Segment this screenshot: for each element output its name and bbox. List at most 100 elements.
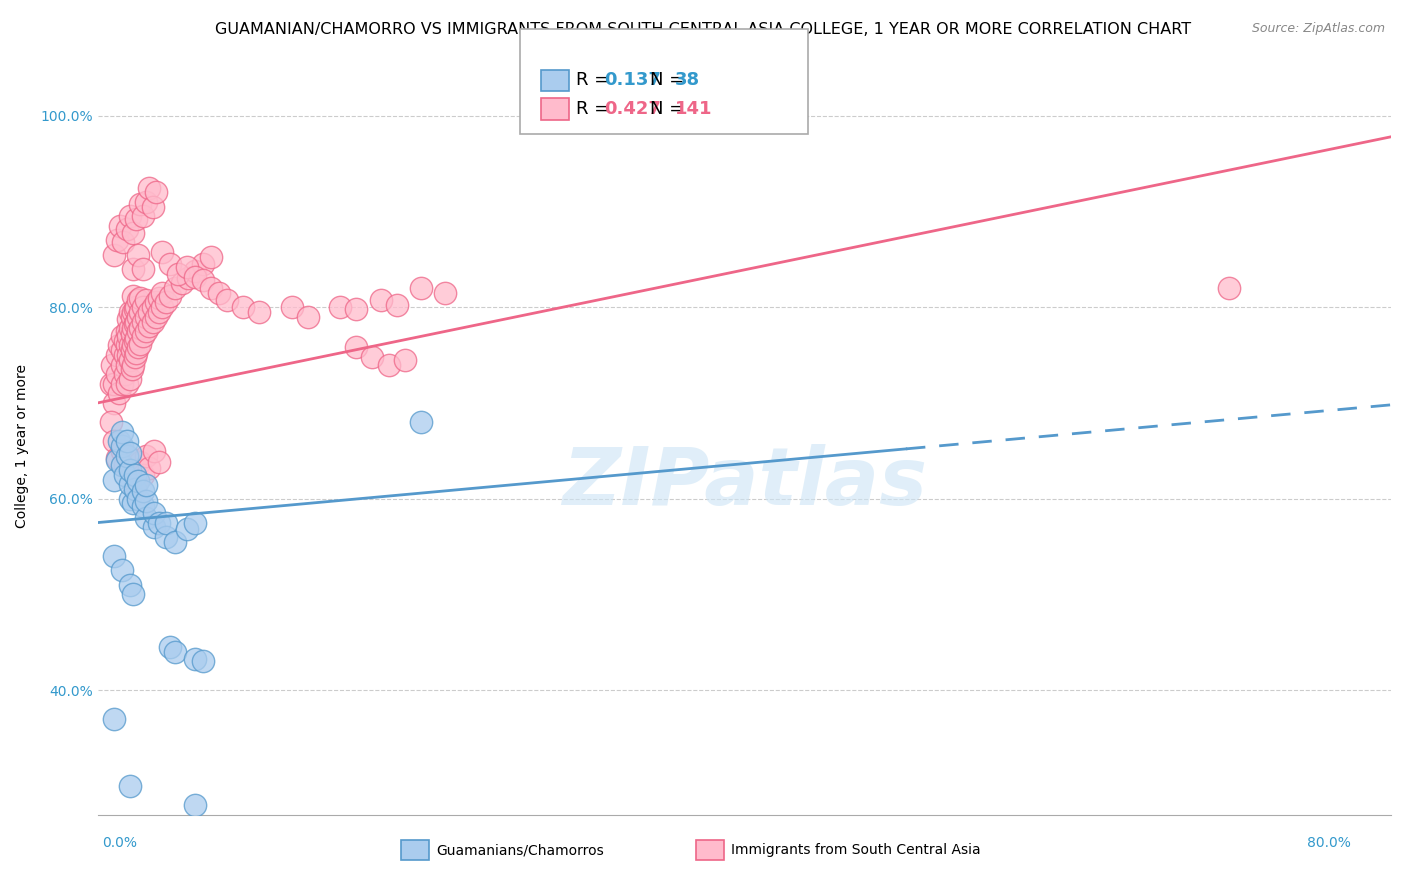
Point	[132, 261, 155, 276]
Point	[135, 293, 157, 307]
Point	[127, 310, 149, 324]
Point	[409, 281, 432, 295]
Point	[344, 340, 367, 354]
Point	[125, 331, 148, 345]
Point	[114, 334, 136, 348]
Point	[105, 348, 128, 362]
Point	[142, 300, 165, 314]
Point	[118, 463, 141, 477]
Point	[132, 209, 155, 223]
Point	[122, 496, 145, 510]
Point	[138, 305, 160, 319]
Point	[143, 506, 166, 520]
Text: 0.0%: 0.0%	[103, 837, 136, 850]
Point	[125, 212, 148, 227]
Point	[122, 305, 145, 319]
Point	[138, 180, 160, 194]
Point	[122, 465, 145, 479]
Text: Guamanians/Chamorros: Guamanians/Chamorros	[436, 843, 603, 857]
Point	[115, 324, 138, 338]
Point	[118, 477, 141, 491]
Point	[118, 209, 141, 223]
Point	[111, 443, 134, 458]
Point	[208, 285, 231, 300]
Point	[128, 196, 150, 211]
Point	[124, 467, 146, 482]
Point	[107, 386, 129, 401]
Point	[122, 338, 145, 352]
Point	[100, 415, 122, 429]
Point	[150, 244, 173, 259]
Point	[143, 520, 166, 534]
Point	[409, 415, 432, 429]
Point	[124, 350, 146, 364]
Point	[127, 247, 149, 261]
Text: 141: 141	[675, 100, 713, 118]
Point	[148, 516, 170, 530]
Point	[111, 343, 134, 358]
Point	[118, 352, 141, 367]
Point	[114, 467, 136, 482]
Point	[176, 260, 198, 274]
Point	[124, 334, 146, 348]
Point	[118, 779, 141, 793]
Text: Source: ZipAtlas.com: Source: ZipAtlas.com	[1251, 22, 1385, 36]
Point	[183, 264, 205, 278]
Point	[111, 458, 134, 472]
Point	[145, 295, 167, 310]
Point	[128, 291, 150, 305]
Point	[118, 491, 141, 506]
Point	[124, 318, 146, 332]
Text: N =: N =	[650, 100, 689, 118]
Point	[159, 640, 181, 654]
Point	[176, 522, 198, 536]
Point	[132, 329, 155, 343]
Point	[105, 368, 128, 382]
Point	[118, 446, 141, 460]
Point	[105, 233, 128, 247]
Point	[111, 358, 134, 372]
Text: ZIPatlas: ZIPatlas	[562, 444, 927, 522]
Point	[165, 645, 187, 659]
Point	[118, 578, 141, 592]
Point	[191, 654, 214, 668]
Point	[183, 516, 205, 530]
Point	[135, 510, 157, 524]
Point	[165, 534, 187, 549]
Point	[394, 352, 416, 367]
Point	[370, 293, 392, 307]
Point	[135, 478, 157, 492]
Point	[135, 449, 157, 463]
Point	[107, 434, 129, 449]
Point	[117, 311, 139, 326]
Text: 0.427: 0.427	[605, 100, 661, 118]
Point	[115, 449, 138, 463]
Point	[183, 269, 205, 284]
Point	[200, 251, 222, 265]
Point	[112, 235, 135, 249]
Point	[138, 461, 160, 475]
Point	[128, 321, 150, 335]
Point	[110, 219, 132, 233]
Point	[377, 358, 399, 372]
Point	[125, 346, 148, 360]
Point	[150, 300, 173, 314]
Point	[121, 343, 143, 358]
Point	[329, 300, 352, 314]
Point	[170, 277, 193, 291]
Point	[103, 473, 125, 487]
Point	[122, 587, 145, 601]
Point	[122, 358, 145, 372]
Point	[127, 293, 149, 307]
Point	[114, 368, 136, 382]
Point	[117, 329, 139, 343]
Point	[115, 376, 138, 391]
Point	[121, 362, 143, 376]
Point	[361, 350, 384, 364]
Point	[132, 314, 155, 328]
Point	[127, 324, 149, 338]
Point	[121, 326, 143, 341]
Point	[127, 340, 149, 354]
Point	[232, 300, 254, 314]
Point	[127, 491, 149, 506]
